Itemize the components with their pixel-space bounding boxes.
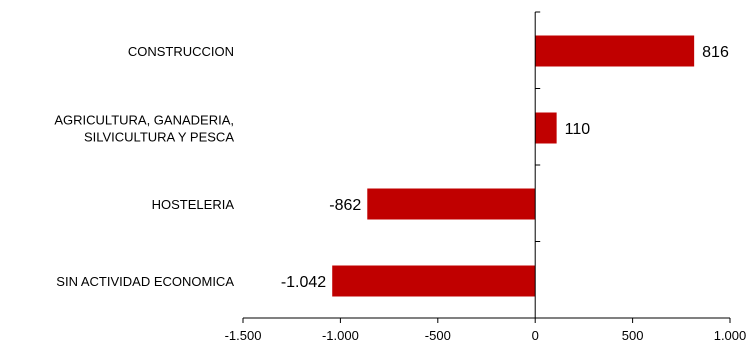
bar-0 [535, 35, 695, 67]
bar-2 [367, 188, 536, 220]
category-label-3: SIN ACTIVIDAD ECONOMICA [56, 274, 234, 289]
x-tick-label-1: -1.000 [322, 328, 359, 343]
bar-3 [332, 265, 536, 297]
x-tick-label-4: 500 [622, 328, 644, 343]
bar-1 [535, 112, 557, 144]
x-tick-label-0: -1.500 [225, 328, 262, 343]
data-label-2: -862 [329, 197, 361, 214]
category-label-0: CONSTRUCCION [128, 44, 234, 59]
category-label-2: HOSTELERIA [152, 197, 235, 212]
data-label-1: 110 [565, 121, 591, 138]
data-label-3: -1.042 [281, 274, 326, 291]
category-label-1-line-1: SILVICULTURA Y PESCA [84, 130, 234, 145]
data-label-0: 816 [702, 44, 729, 61]
x-tick-label-3: 0 [532, 328, 539, 343]
x-tick-label-5: 1.000 [714, 328, 747, 343]
x-tick-label-2: -500 [425, 328, 451, 343]
category-label-1-line-0: AGRICULTURA, GANADERIA, [54, 113, 234, 128]
